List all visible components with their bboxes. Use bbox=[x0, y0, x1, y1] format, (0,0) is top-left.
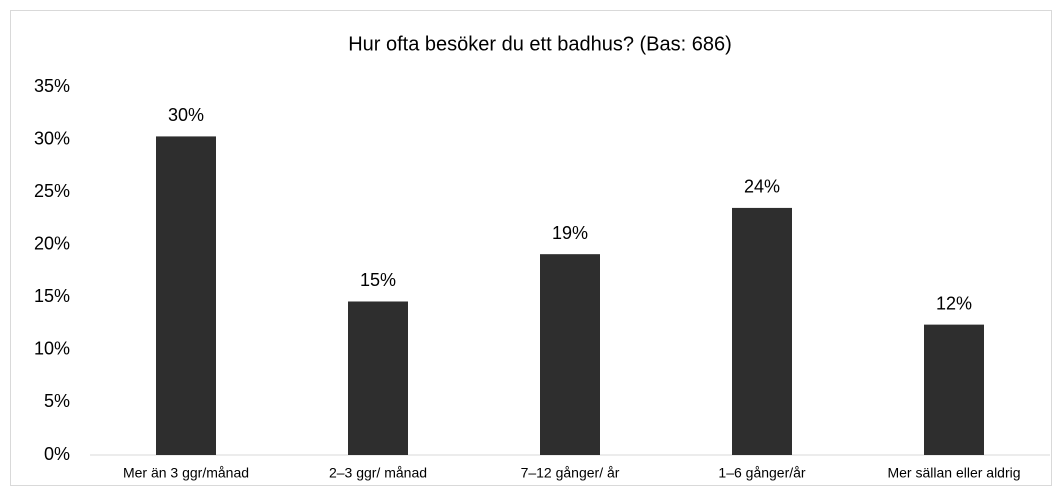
x-tick-label: Mer sällan eller aldrig bbox=[887, 465, 1020, 481]
bar bbox=[732, 207, 792, 455]
y-tick-label: 10% bbox=[34, 339, 70, 359]
value-label: 30% bbox=[168, 105, 204, 125]
value-label: 24% bbox=[744, 177, 780, 197]
y-tick-label: 20% bbox=[34, 233, 70, 253]
y-tick-label: 25% bbox=[34, 181, 70, 201]
bar bbox=[156, 136, 216, 455]
value-label: 12% bbox=[936, 293, 972, 313]
bar bbox=[540, 254, 600, 455]
chart-title: Hur ofta besöker du ett badhus? (Bas: 68… bbox=[348, 33, 732, 55]
y-tick-label: 30% bbox=[34, 128, 70, 148]
x-tick-label: Mer än 3 ggr/månad bbox=[123, 465, 249, 481]
bar bbox=[348, 301, 408, 455]
x-tick-label: 2–3 ggr/ månad bbox=[329, 465, 427, 481]
y-tick-label: 0% bbox=[44, 444, 70, 464]
y-tick-label: 15% bbox=[34, 286, 70, 306]
x-tick-label: 7–12 gånger/ år bbox=[521, 465, 620, 481]
value-label: 15% bbox=[360, 270, 396, 290]
value-label: 19% bbox=[552, 223, 588, 243]
bar bbox=[924, 324, 984, 455]
y-tick-label: 5% bbox=[44, 391, 70, 411]
x-tick-label: 1–6 gånger/år bbox=[718, 465, 806, 481]
y-tick-label: 35% bbox=[34, 76, 70, 96]
